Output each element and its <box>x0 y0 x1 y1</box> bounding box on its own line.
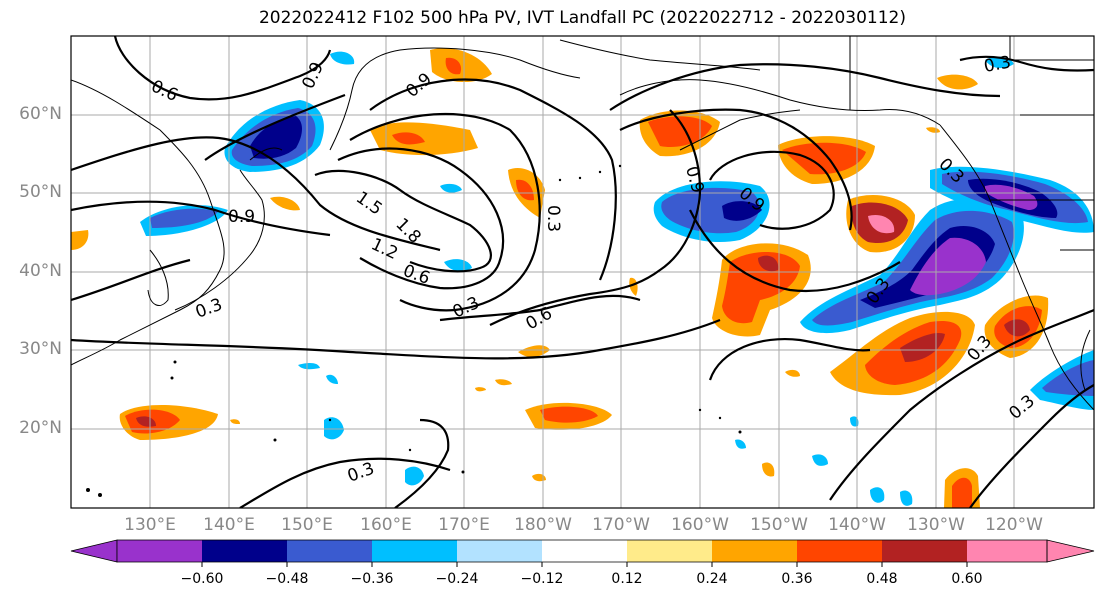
lon-label: 150°W <box>750 515 808 535</box>
lon-label: 160°W <box>671 515 729 535</box>
colorbar-tick-label: −0.48 <box>265 571 309 587</box>
colorbar-tick-label: −0.12 <box>520 571 564 587</box>
contour-label: 0.3 <box>982 53 1012 77</box>
colorbar-tick-label: 0.48 <box>866 571 898 587</box>
contour-label: 1.5 <box>352 188 386 220</box>
colorbar-tick-label: 0.60 <box>951 571 983 587</box>
lon-label: 160°E <box>360 515 412 535</box>
map-title: 2022022412 F102 500 hPa PV, IVT Landfall… <box>258 8 906 28</box>
colorbar-tick-label: 0.24 <box>696 571 728 587</box>
lat-label: 30°N <box>19 339 62 359</box>
lat-label: 60°N <box>19 104 62 124</box>
lon-label: 140°E <box>203 515 255 535</box>
colorbar-extend-low <box>70 539 118 563</box>
lon-label: 130°W <box>907 515 965 535</box>
lon-label: 180°W <box>514 515 572 535</box>
contour-label: 0.6 <box>400 261 432 289</box>
colorbar-tick-label: −0.60 <box>180 571 224 587</box>
lon-label: 170°W <box>592 515 650 535</box>
map-frame <box>70 35 1095 509</box>
pv-contours <box>71 36 1094 508</box>
colorbar-tick-label: 0.36 <box>781 571 813 587</box>
lon-label: 140°W <box>828 515 886 535</box>
contour-label: 1.8 <box>391 214 424 247</box>
lon-label: 130°E <box>124 515 176 535</box>
shading-negative <box>140 51 1094 506</box>
colorbar <box>70 539 1095 567</box>
colorbar-tick-label: −0.24 <box>435 571 479 587</box>
lon-label: 170°E <box>438 515 490 535</box>
contour-label: 0.9 <box>402 69 436 102</box>
islands <box>86 164 742 497</box>
colorbar-extend-high <box>1046 539 1095 563</box>
graticule <box>71 36 1094 508</box>
lon-label: 120°W <box>985 515 1043 535</box>
contour-label: 0.9 <box>228 207 255 227</box>
contour-label: 0.6 <box>148 76 181 106</box>
lat-label: 40°N <box>19 261 62 281</box>
contour-label: 0.3 <box>345 459 377 487</box>
colorbar-tick-label: −0.36 <box>350 571 394 587</box>
lat-label: 50°N <box>19 182 62 202</box>
colorbar-tick-label: 0.12 <box>611 571 643 587</box>
lat-label: 20°N <box>19 418 62 438</box>
lon-label: 150°E <box>281 515 333 535</box>
contour-label: 0.9 <box>298 59 328 92</box>
contour-label: 0.3 <box>1005 391 1039 424</box>
contour-label: 0.3 <box>543 205 563 232</box>
